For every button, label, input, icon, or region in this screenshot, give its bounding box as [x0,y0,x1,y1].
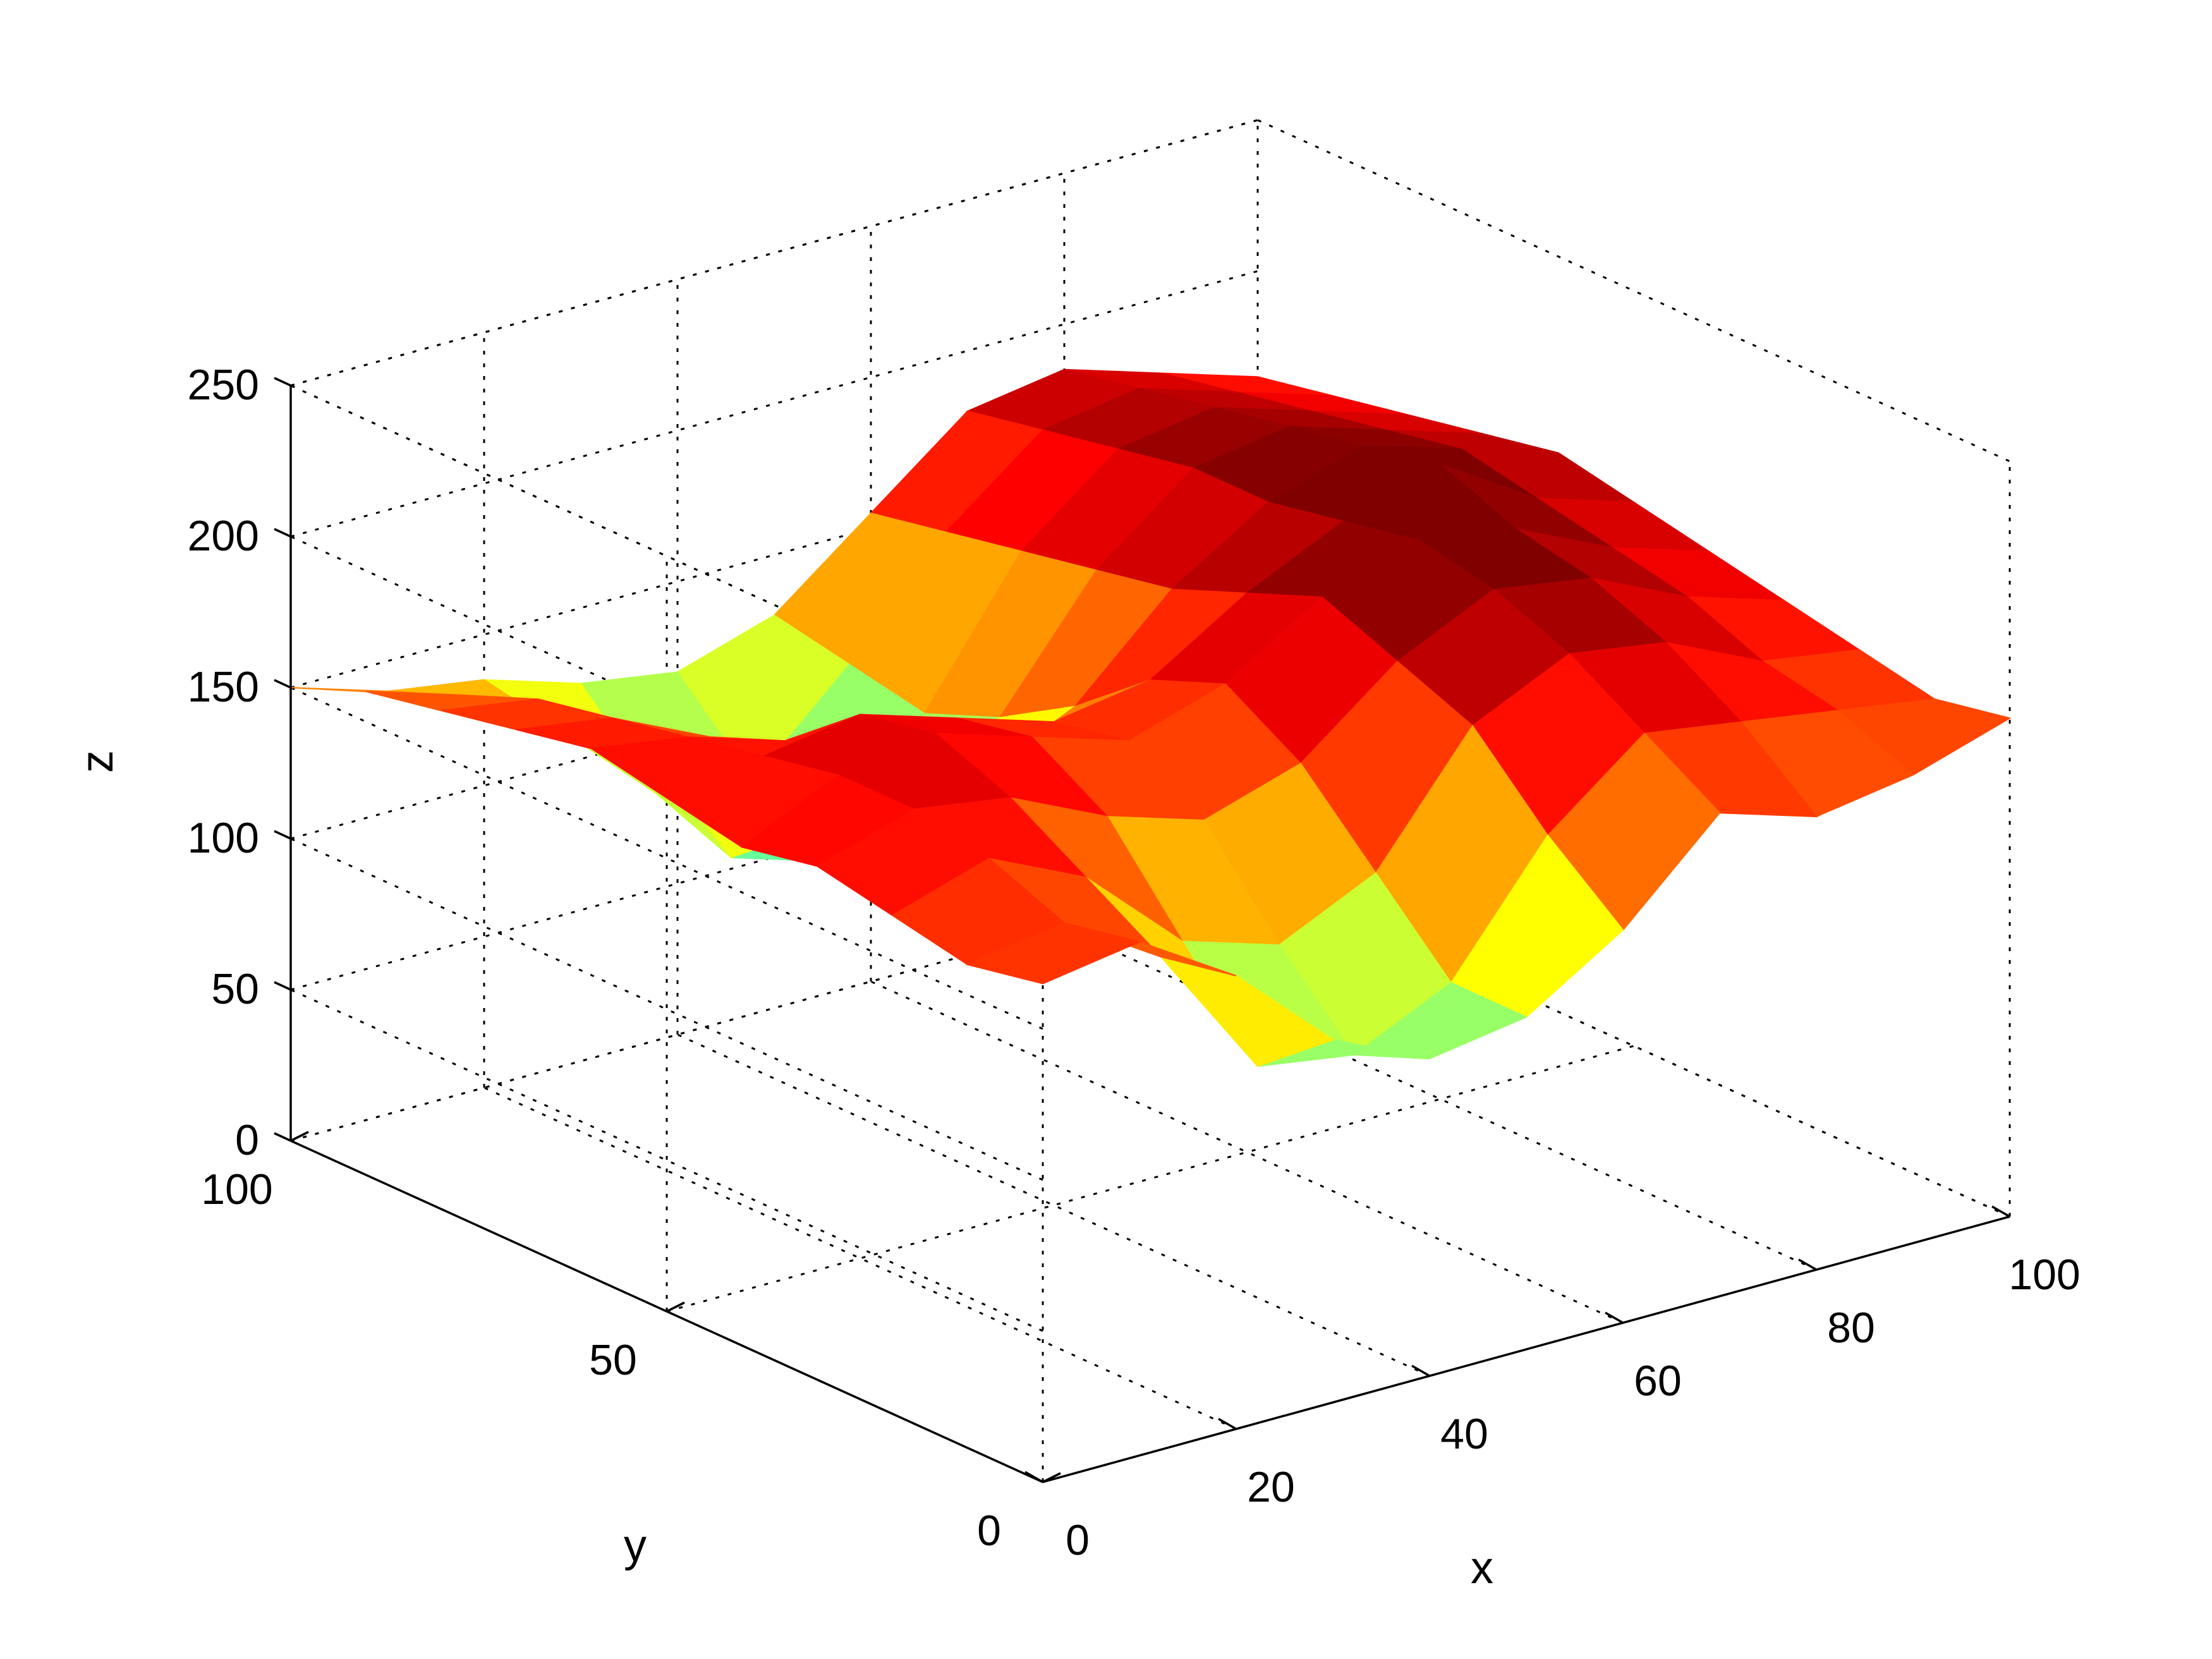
x-tick [1991,1205,2010,1218]
z-tick-label: 200 [188,512,259,560]
z-tick [274,377,291,387]
z-tick [274,981,291,991]
x-tick [1411,1364,1430,1377]
x-tick-label: 60 [1634,1357,1682,1405]
z-tick [274,679,291,689]
z-tick-label: 50 [211,965,259,1013]
axis-labels: x y z [72,750,1493,1593]
grid-line-x-floor [677,1033,1430,1377]
y-tick [290,1131,309,1142]
z-tick [274,1132,291,1142]
y-tick-label: 50 [589,1336,637,1384]
x-axis-line [1042,1215,2010,1483]
y-tick [1042,1472,1061,1483]
x-tick-label: 40 [1440,1410,1488,1458]
grid-line-z-back [290,119,1258,387]
x-tick [1218,1418,1237,1430]
grid-line-y-floor [666,1045,1634,1313]
z-tick-label: 0 [235,1116,259,1164]
z-tick [274,830,291,840]
z-tick-label: 250 [188,361,259,409]
x-tick [1605,1311,1624,1324]
grid-line-z-back [290,270,1258,538]
y-axis-label: y [624,1521,647,1571]
box-edge [290,119,1258,387]
z-axis-label: z [72,750,123,773]
y-tick-label: 100 [201,1165,272,1213]
surface-patch [965,922,1142,985]
y-tick-label: 0 [977,1507,1001,1555]
z-tick [274,528,291,538]
x-tick-label: 20 [1247,1463,1295,1511]
z-tick-label: 150 [188,663,259,711]
surface-mesh [290,368,2012,1067]
x-tick [1798,1258,1817,1271]
x-tick-label: 80 [1827,1304,1875,1352]
x-axis-label: x [1471,1543,1493,1593]
x-tick-label: 100 [2008,1251,2080,1299]
y-tick [666,1301,685,1313]
grid-line-z-left [290,988,1043,1332]
x-tick-label: 0 [1066,1516,1090,1564]
x-tick [1024,1471,1043,1483]
z-tick-label: 100 [188,814,259,862]
